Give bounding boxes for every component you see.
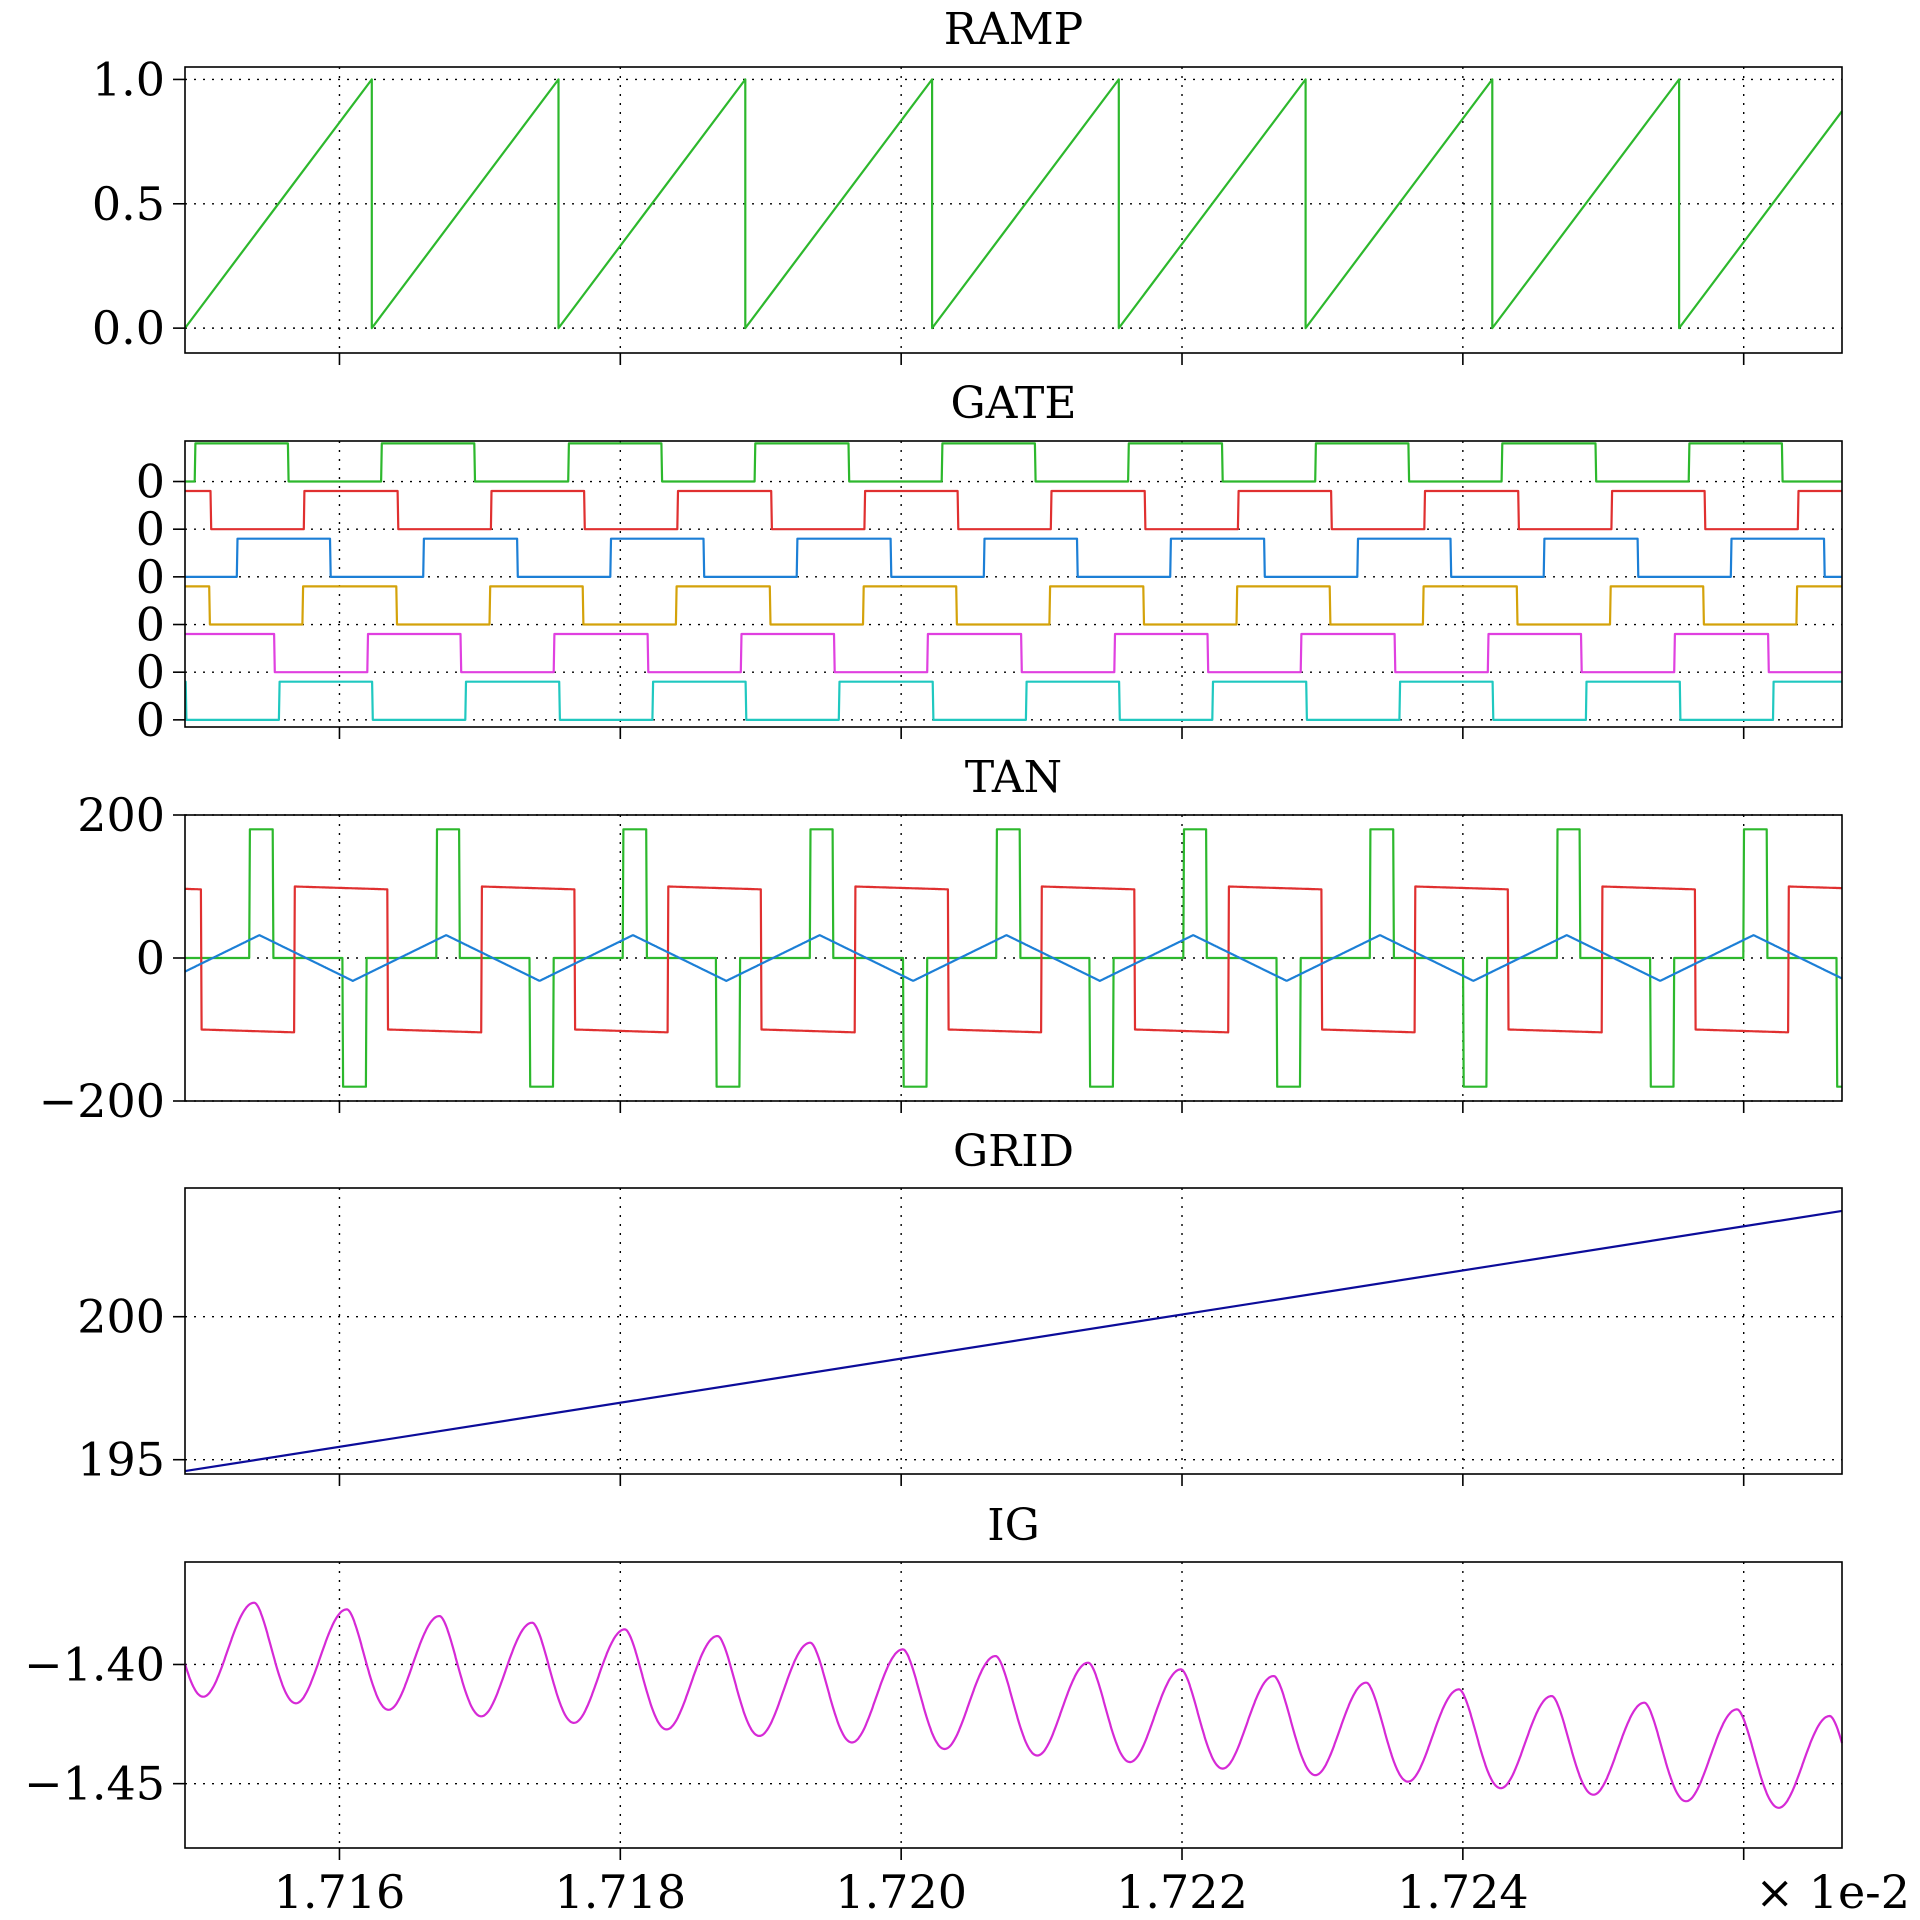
series-line-gate-1 — [184, 489, 1843, 531]
panel-title-gate: GATE — [951, 378, 1077, 429]
x-axis-multiplier-label: × 1e-2 — [1756, 1865, 1910, 1919]
ytick-label-tan-0: −200 — [39, 1074, 165, 1128]
panel-frame-gate — [184, 440, 1843, 728]
xtick-label-3: 1.722 — [1116, 1865, 1248, 1919]
x-axis: × 1e-2 1.716 1.718 1.720 1.722 1.724 — [274, 1865, 1910, 1919]
panel-tan: TAN −200 0 200 — [39, 752, 1843, 1128]
ytick-label-grid-1: 200 — [77, 1290, 165, 1344]
panel-grid: GRID 195 200 — [77, 1126, 1843, 1487]
series-line-tan-2 — [184, 934, 1843, 983]
ytick-label-gate-1: 0 — [136, 645, 165, 699]
series-line-tan-1 — [184, 885, 1843, 1034]
series-line-ig-0 — [183, 1601, 1844, 1809]
ytick-label-gate-4: 0 — [136, 502, 165, 556]
panel-ramp: RAMP 0.0 0.5 1.0 — [92, 4, 1843, 365]
panel-frame-tan — [184, 814, 1843, 1102]
panel-ig: IG −1.45 −1.40 — [24, 1500, 1844, 1860]
xtick-label-1: 1.718 — [554, 1865, 686, 1919]
series-line-grid-0 — [184, 1209, 1843, 1473]
xtick-label-0: 1.716 — [274, 1865, 406, 1919]
panel-frame-grid — [184, 1187, 1843, 1475]
panel-title-grid: GRID — [953, 1126, 1074, 1177]
ytick-label-tan-1: 0 — [136, 931, 165, 985]
ytick-label-grid-0: 195 — [77, 1433, 165, 1487]
xtick-label-2: 1.720 — [835, 1865, 967, 1919]
ytick-label-ramp-0: 0.0 — [92, 301, 165, 355]
ytick-label-ig-0: −1.45 — [24, 1757, 165, 1811]
panel-title-ig: IG — [987, 1500, 1040, 1551]
ytick-label-ig-1: −1.40 — [24, 1637, 165, 1691]
xtick-label-4: 1.724 — [1397, 1865, 1529, 1919]
ytick-label-gate-5: 0 — [136, 455, 165, 509]
series-line-tan-0 — [184, 828, 1843, 1088]
chart-panels: RAMP0.00.51.0GATE000000TAN−2000200GRID19… — [24, 4, 1844, 1860]
panel-title-tan: TAN — [965, 752, 1062, 803]
series-line-gate-2 — [184, 537, 1843, 579]
ytick-label-gate-3: 0 — [136, 550, 165, 604]
series-line-gate-3 — [184, 585, 1843, 626]
series-line-gate-4 — [184, 632, 1843, 674]
series-line-gate-5 — [184, 680, 1843, 722]
ytick-label-gate-2: 0 — [136, 598, 165, 652]
series-line-ramp-0 — [184, 78, 1843, 330]
panel-title-ramp: RAMP — [944, 4, 1084, 55]
ytick-label-tan-2: 200 — [77, 788, 165, 842]
series-line-gate-0 — [184, 442, 1843, 483]
panel-frame-ramp — [184, 66, 1843, 354]
ytick-label-gate-0: 0 — [136, 693, 165, 747]
ytick-label-ramp-2: 1.0 — [92, 52, 165, 106]
panel-frame-ig — [184, 1561, 1843, 1849]
ytick-label-ramp-1: 0.5 — [92, 177, 165, 231]
